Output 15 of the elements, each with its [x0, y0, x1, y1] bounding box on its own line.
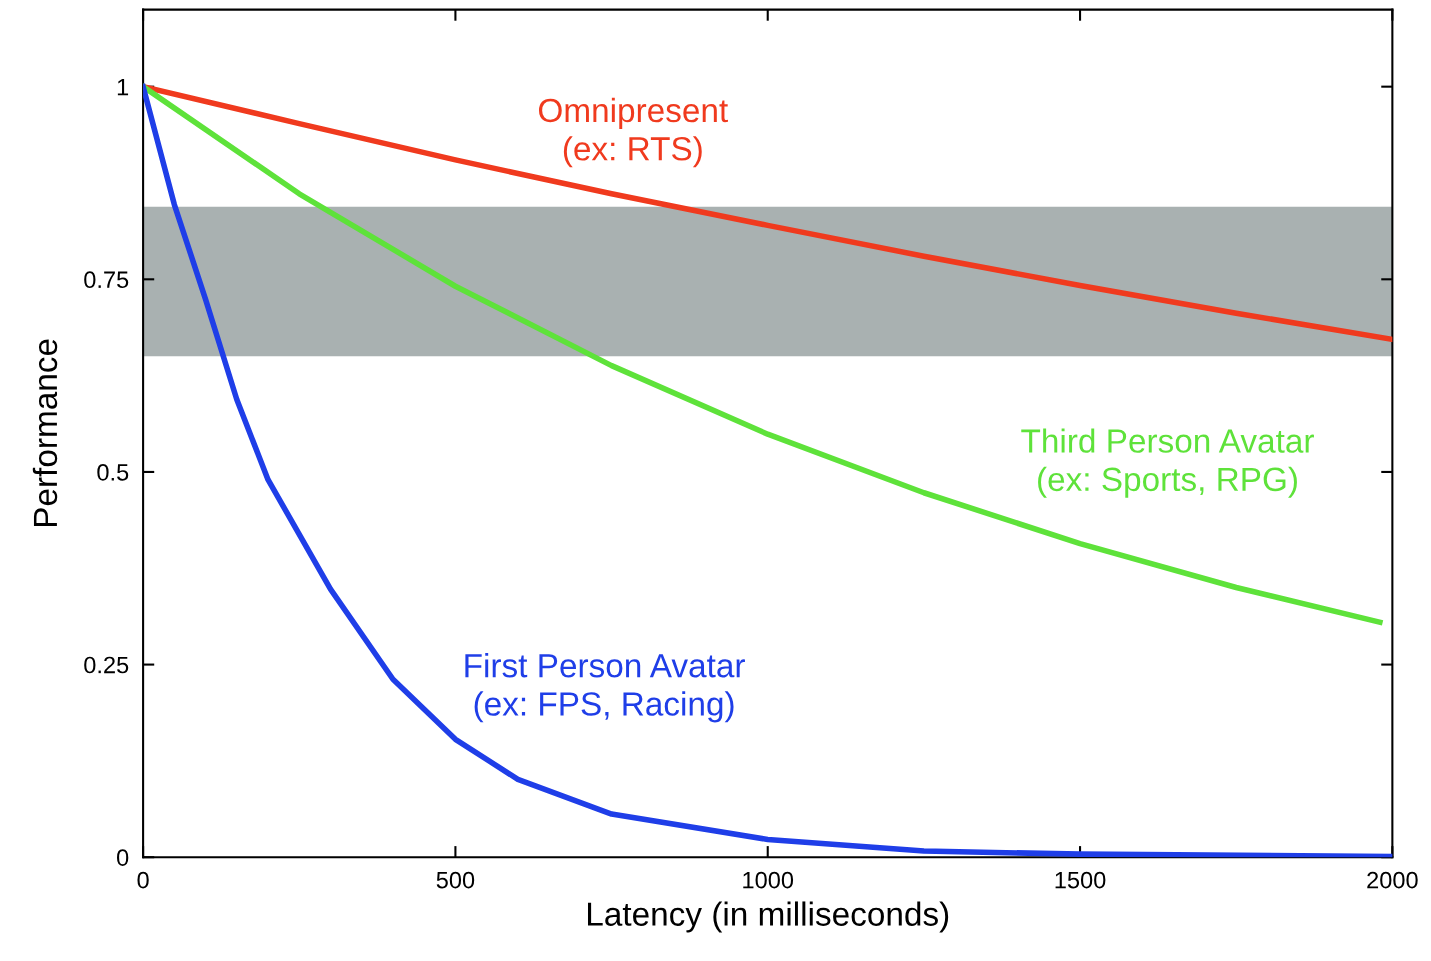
series-label: First Person Avatar (ex: FPS, Racing) — [465, 653, 745, 723]
series-label: Third Person Avatar (ex: Sports, RPG) — [1021, 428, 1314, 498]
x-tick-label: 2000 — [1367, 871, 1418, 889]
x-tick-label: 1000 — [743, 871, 794, 889]
x-axis-title: Latency (in milliseconds) — [588, 901, 949, 933]
x-tick-label: 0 — [137, 871, 149, 889]
y-tick-label: 0.25 — [84, 656, 129, 674]
x-tick-label: 1500 — [1055, 871, 1106, 889]
y-axis-title: Performance — [32, 339, 58, 527]
y-tick-label: 0.75 — [84, 271, 129, 289]
series-label: Omnipresent (ex: RTS) — [538, 97, 728, 168]
x-tick-label: 500 — [436, 871, 475, 889]
y-tick-label: 1 — [117, 78, 129, 96]
y-tick-label: 0.5 — [97, 464, 129, 481]
y-tick-label: 0 — [117, 849, 129, 866]
